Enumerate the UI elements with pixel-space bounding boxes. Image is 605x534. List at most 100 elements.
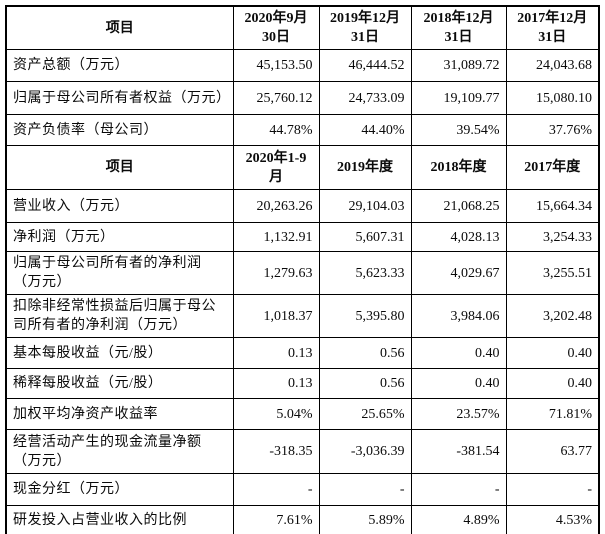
cell-value: 3,202.48 xyxy=(505,294,600,338)
cell-value: 0.40 xyxy=(410,337,507,369)
section1-col-2018-12-31: 2018年12月 31日 xyxy=(410,5,507,50)
cell-value: 5,395.80 xyxy=(318,294,412,338)
cell-value: 15,080.10 xyxy=(505,81,600,115)
cell-value: -3,036.39 xyxy=(318,429,412,474)
cell-value: 4.89% xyxy=(410,505,507,534)
row-label: 加权平均净资产收益率 xyxy=(5,398,234,430)
header-line: 2020年1-9 xyxy=(245,150,307,166)
section1-col-2020-09-30: 2020年9月 30日 xyxy=(232,5,320,50)
key-financials-table: 项目 2020年9月 30日 2019年12月 31日 2018年12月 31日… xyxy=(5,5,600,534)
section1-header-row: 项目 2020年9月 30日 2019年12月 31日 2018年12月 31日… xyxy=(5,5,600,50)
section2-col-2018: 2018年度 xyxy=(410,145,507,190)
section2-col-2019: 2019年度 xyxy=(318,145,412,190)
header-line: 30日 xyxy=(262,30,290,45)
table-row-parent-equity: 归属于母公司所有者权益（万元） 25,760.12 24,733.09 19,1… xyxy=(5,81,600,115)
cell-value: - xyxy=(410,473,507,506)
cell-value: 37.76% xyxy=(505,114,600,146)
table-row-net-profit: 净利润（万元） 1,132.91 5,607.31 4,028.13 3,254… xyxy=(5,222,600,252)
header-line: 2019年12月 xyxy=(330,11,400,26)
header-line: 2018年度 xyxy=(430,160,487,175)
cell-value: 21,068.25 xyxy=(410,189,507,223)
row-label: 基本每股收益（元/股） xyxy=(5,337,234,369)
header-line: 31日 xyxy=(538,30,567,45)
cell-value: 0.56 xyxy=(318,337,412,369)
cell-value: - xyxy=(318,473,412,506)
cell-value: 25.65% xyxy=(318,398,412,430)
cell-value: 0.40 xyxy=(505,337,600,369)
cell-value: 0.13 xyxy=(232,337,320,369)
cell-value: 5,623.33 xyxy=(318,251,412,295)
table-row-basic-eps: 基本每股收益（元/股） 0.13 0.56 0.40 0.40 xyxy=(5,337,600,369)
cell-value: 19,109.77 xyxy=(410,81,507,115)
section2-header-row: 项目 2020年1-9 月 2019年度 2018年度 2017年度 xyxy=(5,145,600,190)
cell-value: - xyxy=(232,473,320,506)
cell-value: 45,153.50 xyxy=(232,49,320,82)
cell-value: 20,263.26 xyxy=(232,189,320,223)
cell-value: 0.40 xyxy=(410,368,507,399)
cell-value: 4,029.67 xyxy=(410,251,507,295)
cell-value: 7.61% xyxy=(232,505,320,534)
cell-value: 5.04% xyxy=(232,398,320,430)
cell-value: 39.54% xyxy=(410,114,507,146)
table-row-rd-ratio: 研发投入占营业收入的比例 7.61% 5.89% 4.89% 4.53% xyxy=(5,505,600,534)
header-line: 2020年9月 xyxy=(244,11,308,26)
cell-value: 3,255.51 xyxy=(505,251,600,295)
cell-value: 1,018.37 xyxy=(232,294,320,338)
cell-value: 3,984.06 xyxy=(410,294,507,338)
header-line: 2019年度 xyxy=(337,160,393,175)
row-label: 归属于母公司所有者的净利润（万元） xyxy=(5,251,234,295)
header-line: 2017年12月 xyxy=(517,11,588,26)
row-label: 营业收入（万元） xyxy=(5,189,234,223)
cell-value: 46,444.52 xyxy=(318,49,412,82)
table-row-diluted-eps: 稀释每股收益（元/股） 0.13 0.56 0.40 0.40 xyxy=(5,368,600,399)
cell-value: 44.78% xyxy=(232,114,320,146)
section1-item-header: 项目 xyxy=(5,5,234,50)
cell-value: - xyxy=(505,473,600,506)
table-row-deducted-net-profit: 扣除非经常性损益后归属于母公司所有者的净利润（万元） 1,018.37 5,39… xyxy=(5,294,600,338)
header-line: 31日 xyxy=(351,30,379,45)
cell-value: 5.89% xyxy=(318,505,412,534)
cell-value: 1,279.63 xyxy=(232,251,320,295)
cell-value: 71.81% xyxy=(505,398,600,430)
row-label: 净利润（万元） xyxy=(5,222,234,252)
header-line: 月 xyxy=(269,169,283,185)
cell-value: 24,043.68 xyxy=(505,49,600,82)
row-label: 资产负债率（母公司） xyxy=(5,114,234,146)
header-line: 2017年度 xyxy=(524,160,581,175)
header-line: 2018年12月 xyxy=(423,11,494,26)
cell-value: 25,760.12 xyxy=(232,81,320,115)
section1-col-2019-12-31: 2019年12月 31日 xyxy=(318,5,412,50)
cell-value: 4,028.13 xyxy=(410,222,507,252)
row-label: 扣除非经常性损益后归属于母公司所有者的净利润（万元） xyxy=(5,294,234,338)
cell-value: 3,254.33 xyxy=(505,222,600,252)
cell-value: 0.56 xyxy=(318,368,412,399)
row-label: 稀释每股收益（元/股） xyxy=(5,368,234,399)
cell-value: 1,132.91 xyxy=(232,222,320,252)
cell-value: -381.54 xyxy=(410,429,507,474)
cell-value: 0.13 xyxy=(232,368,320,399)
header-line: 31日 xyxy=(444,30,473,45)
table-row-weighted-roe: 加权平均净资产收益率 5.04% 25.65% 23.57% 71.81% xyxy=(5,398,600,430)
table-row-cash-dividend: 现金分红（万元） - - - - xyxy=(5,473,600,506)
row-label: 现金分红（万元） xyxy=(5,473,234,506)
section2-item-header: 项目 xyxy=(5,145,234,190)
cell-value: 44.40% xyxy=(318,114,412,146)
row-label: 资产总额（万元） xyxy=(5,49,234,82)
section2-col-2020-1-9: 2020年1-9 月 xyxy=(232,145,320,190)
cell-value: 63.77 xyxy=(505,429,600,474)
table-row-total-assets: 资产总额（万元） 45,153.50 46,444.52 31,089.72 2… xyxy=(5,49,600,82)
row-label: 归属于母公司所有者权益（万元） xyxy=(5,81,234,115)
cell-value: 15,664.34 xyxy=(505,189,600,223)
table-row-debt-ratio: 资产负债率（母公司） 44.78% 44.40% 39.54% 37.76% xyxy=(5,114,600,146)
section1-col-2017-12-31: 2017年12月 31日 xyxy=(505,5,600,50)
section2-col-2017: 2017年度 xyxy=(505,145,600,190)
cell-value: -318.35 xyxy=(232,429,320,474)
cell-value: 29,104.03 xyxy=(318,189,412,223)
cell-value: 5,607.31 xyxy=(318,222,412,252)
cell-value: 4.53% xyxy=(505,505,600,534)
table-row-operating-cash-flow: 经营活动产生的现金流量净额（万元） -318.35 -3,036.39 -381… xyxy=(5,429,600,474)
table-row-revenue: 营业收入（万元） 20,263.26 29,104.03 21,068.25 1… xyxy=(5,189,600,223)
table-row-parent-net-profit: 归属于母公司所有者的净利润（万元） 1,279.63 5,623.33 4,02… xyxy=(5,251,600,295)
cell-value: 31,089.72 xyxy=(410,49,507,82)
